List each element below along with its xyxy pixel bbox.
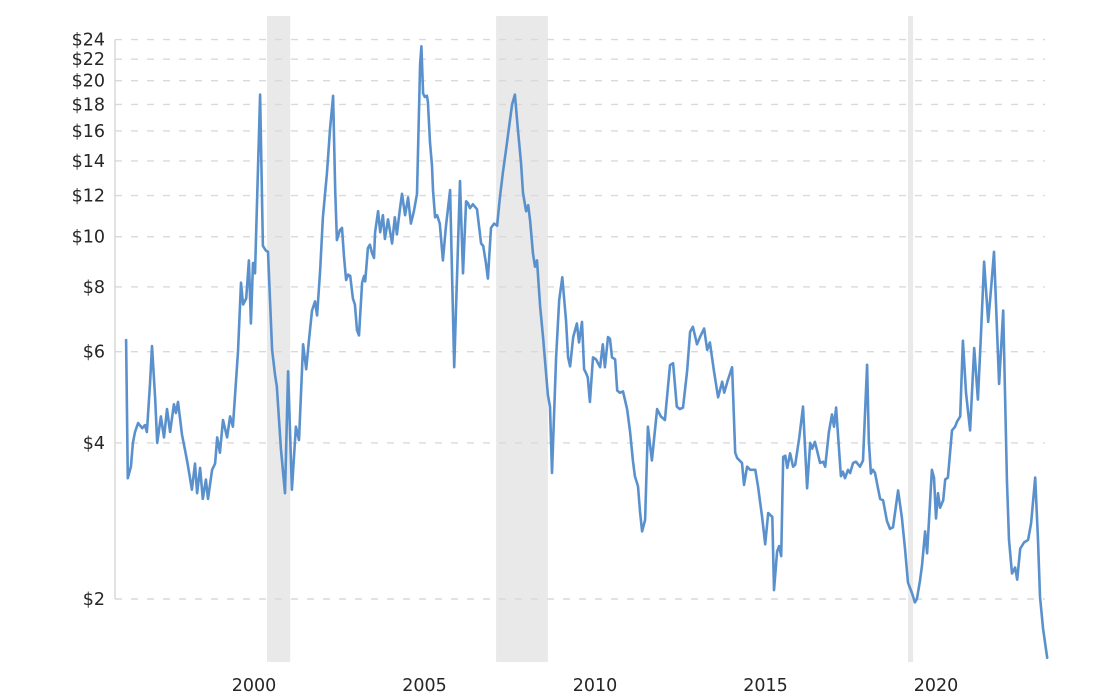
y-tick-label: $24 <box>72 31 105 51</box>
grid-layer <box>114 38 1045 600</box>
recession-bands-layer <box>267 16 914 662</box>
price-line[interactable] <box>124 44 1049 660</box>
recession-band <box>496 16 548 662</box>
x-tick-label: 2010 <box>573 676 618 696</box>
y-tick-label: $6 <box>83 343 105 363</box>
y-tick-label: $16 <box>72 122 105 142</box>
x-tick-label: 2020 <box>914 676 959 696</box>
x-tick-label: 2005 <box>402 676 447 696</box>
y-tick-label: $4 <box>83 434 105 454</box>
x-tick-label: 2015 <box>743 676 788 696</box>
y-tick-label: $12 <box>72 187 105 207</box>
recession-band <box>908 16 914 662</box>
recession-band <box>267 16 291 662</box>
y-tick-label: $2 <box>83 590 105 610</box>
y-tick-label: $14 <box>72 152 105 172</box>
y-tick-label: $8 <box>83 278 105 298</box>
axis-labels-layer: $2 $4 $6 $8 $10 $12 $14 $16 $18 $20$22$24 2000 2005… <box>72 31 959 696</box>
x-tick-label: 2000 <box>232 676 277 696</box>
y-tick-label: $10 <box>72 228 105 248</box>
y-tick-label: $20 <box>72 72 105 92</box>
series-layer <box>124 44 1049 660</box>
y-tick-label: $22 <box>72 50 105 70</box>
y-tick-label: $18 <box>72 95 105 115</box>
